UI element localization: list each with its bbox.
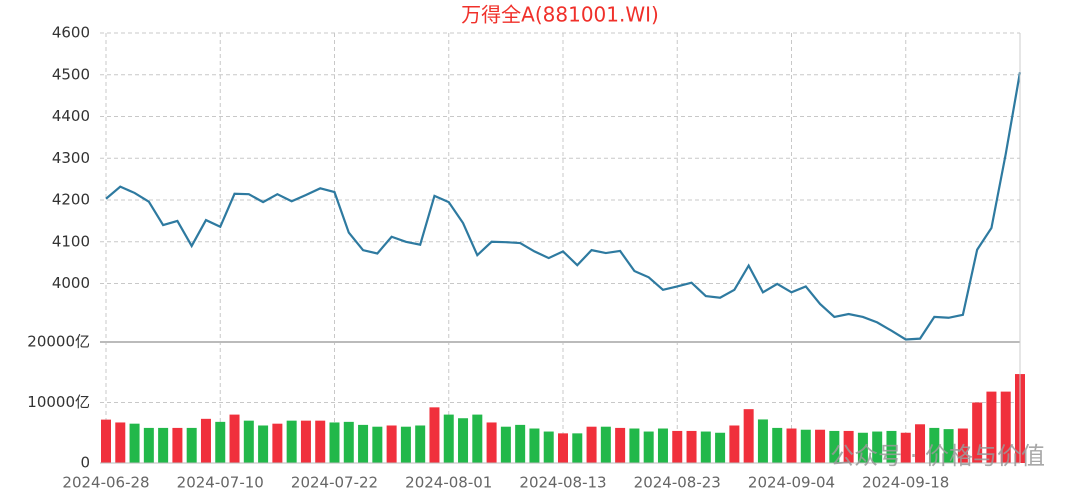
volume-bar [915, 424, 926, 463]
volume-bar [529, 428, 540, 463]
volume-bar [986, 391, 997, 463]
volume-bar [143, 427, 154, 463]
y-tick-label: 0 [80, 454, 90, 472]
x-tick-label: 2024-06-28 [62, 474, 149, 492]
x-tick-label: 2024-09-04 [748, 474, 835, 492]
x-tick-label: 2024-08-01 [405, 474, 492, 492]
volume-bar [686, 430, 697, 463]
volume-bar [229, 414, 240, 463]
volume-bar [872, 431, 883, 463]
volume-bar [643, 431, 654, 463]
volume-bar [715, 432, 726, 463]
volume-bar [772, 427, 783, 463]
volume-bar [429, 407, 440, 463]
volume-bar [843, 430, 854, 463]
volume-bar [800, 429, 811, 463]
volume-bar [943, 429, 954, 463]
y-tick-label: 4600 [52, 24, 90, 42]
volume-bar [115, 422, 126, 463]
x-tick-label: 2024-07-22 [291, 474, 378, 492]
y-tick-label: 4200 [52, 191, 90, 209]
volume-bar [629, 428, 640, 463]
x-tick-label: 2024-07-10 [177, 474, 264, 492]
volume-bar [543, 431, 554, 463]
volume-bar [358, 424, 369, 463]
volume-bar [729, 425, 740, 463]
volume-bar [572, 433, 583, 463]
volume-bar [400, 426, 411, 463]
y-tick-label: 4400 [52, 107, 90, 125]
volume-bar [515, 424, 526, 463]
volume-bar [386, 425, 397, 463]
x-tick-label: 2024-08-23 [634, 474, 721, 492]
volume-bar [415, 425, 426, 463]
volume-bar [743, 409, 754, 463]
volume-bar [957, 428, 968, 463]
volume-bar [186, 427, 197, 463]
volume-bar [615, 427, 626, 463]
volume-bar [372, 426, 383, 463]
volume-bar [1000, 391, 1011, 463]
volume-bar [458, 418, 469, 463]
volume-bar [472, 414, 483, 463]
volume-bar [486, 422, 497, 463]
volume-bar [215, 421, 226, 463]
y-tick-label: 4100 [52, 232, 90, 250]
volume-bar [700, 431, 711, 463]
x-tick-label: 2024-08-13 [519, 474, 606, 492]
volume-bar [315, 420, 326, 463]
volume-bar [158, 427, 169, 463]
volume-bar [286, 420, 297, 463]
y-tick-label: 4000 [52, 274, 90, 292]
volume-bar [600, 426, 611, 463]
volume-bar [443, 414, 454, 463]
volume-bar [815, 429, 826, 463]
price-line [105, 72, 1022, 341]
volume-bar [558, 433, 568, 463]
y-tick-label: 4300 [52, 149, 90, 167]
volume-bar [857, 432, 868, 463]
volume-bar [243, 420, 254, 463]
volume-bar [200, 418, 211, 463]
volume-bar [172, 427, 183, 463]
volume-bar [757, 419, 768, 463]
volume-bar [929, 427, 940, 463]
volume-bar [886, 430, 897, 463]
y-tick-label: 20000亿 [27, 333, 90, 351]
volume-bar [786, 428, 797, 463]
volume-bar [343, 421, 354, 463]
volume-bar [829, 430, 840, 463]
volume-bar [300, 420, 311, 463]
volume-bar [586, 426, 597, 463]
volume-bar [329, 422, 340, 463]
volume-bar [900, 432, 911, 463]
volume-bar [258, 425, 269, 463]
y-tick-label: 4500 [52, 65, 90, 83]
volume-bar [657, 428, 668, 463]
volume-bar [129, 423, 140, 463]
volume-bar [500, 426, 511, 463]
chart-title: 万得全A(881001.WI) [461, 3, 659, 27]
volume-bar [672, 430, 683, 463]
volume-bar [101, 419, 111, 463]
watermark: 公众号 · 价格与价值 [830, 442, 1045, 470]
volume-bar [272, 423, 283, 463]
volume-bar [972, 402, 983, 463]
x-tick-label: 2024-09-18 [862, 474, 949, 492]
y-tick-label: 10000亿 [27, 393, 90, 411]
